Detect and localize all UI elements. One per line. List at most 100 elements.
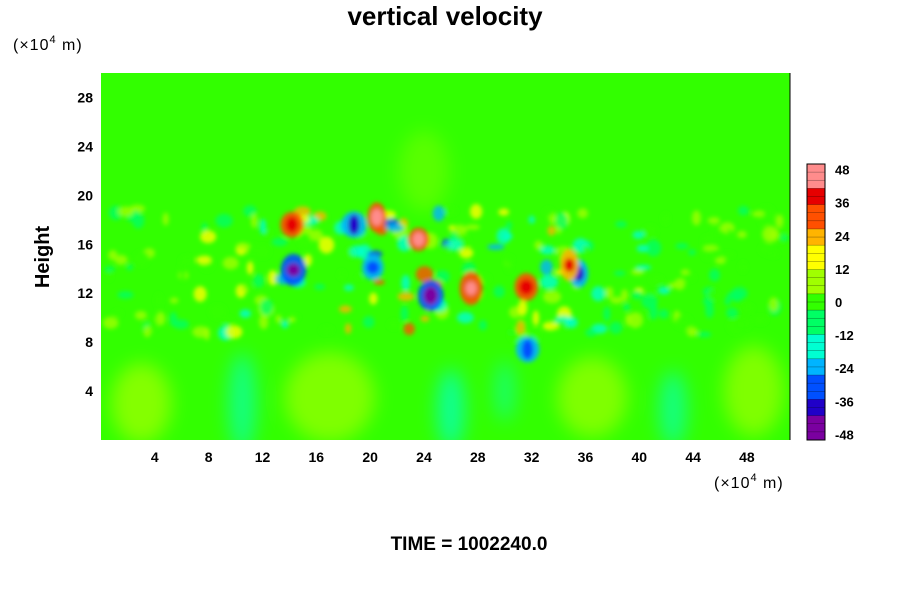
field-cell <box>577 208 589 219</box>
field-feature-core <box>371 209 383 226</box>
x-tick-label: 20 <box>362 449 378 465</box>
field-cell <box>493 285 505 298</box>
colorbar-segment <box>807 391 825 400</box>
field-cell <box>196 255 212 265</box>
field-cell <box>739 261 747 273</box>
colorbar-segment <box>807 180 825 189</box>
colorbar-segment <box>807 196 825 205</box>
field-cell <box>369 292 378 305</box>
colorbar-segment <box>807 358 825 368</box>
y-tick-label: 16 <box>77 236 93 252</box>
field-cell <box>635 264 652 271</box>
colorbar-tick-label: 12 <box>835 262 849 277</box>
field-cell <box>442 207 458 215</box>
field-cell <box>657 286 671 295</box>
field-cell <box>742 304 755 312</box>
field-feature-core <box>285 217 299 233</box>
colorbar-segment <box>807 407 825 416</box>
field-cell <box>288 314 300 321</box>
field-cell <box>267 270 278 286</box>
field-cell <box>126 215 136 222</box>
field-cell <box>169 297 179 304</box>
y-axis-unit: (×104 m) <box>13 34 83 54</box>
field-cell <box>179 255 195 266</box>
field-cell <box>674 278 686 290</box>
colorbar-segment <box>807 310 825 319</box>
field-cell <box>585 328 597 337</box>
field-cell <box>449 232 458 239</box>
y-tick-label: 8 <box>85 334 93 350</box>
x-tick-label: 12 <box>255 449 271 465</box>
colorbar-tick-label: -24 <box>835 361 855 376</box>
field-cell <box>104 266 115 273</box>
field-cell <box>498 208 510 216</box>
field-cell <box>724 296 731 306</box>
field-cell <box>628 312 643 329</box>
field-cell <box>661 212 670 225</box>
x-axis-ticks: 4 8 12 16 20 24 28 32 36 40 44 48 <box>151 449 755 465</box>
field-cell <box>143 325 152 338</box>
field-cell <box>114 254 128 265</box>
field-cell <box>707 217 721 225</box>
colorbar-segment <box>807 350 825 360</box>
x-tick-label: 8 <box>205 449 213 465</box>
field-background-patch <box>723 346 784 437</box>
y-tick-label: 4 <box>85 383 93 399</box>
field-cell <box>281 320 289 329</box>
field-background-patch <box>111 363 172 440</box>
field-cell <box>591 286 606 302</box>
field-cell <box>615 220 627 228</box>
x-tick-label: 40 <box>631 449 647 465</box>
field-cell <box>505 256 513 273</box>
field-cell <box>705 302 714 319</box>
field-cell <box>314 283 326 290</box>
field-cell <box>338 305 352 313</box>
colorbar-segment <box>807 366 825 376</box>
colorbar-tick-label: -12 <box>835 328 854 343</box>
field-cell <box>540 259 553 276</box>
field-cell <box>456 312 474 324</box>
field-cell <box>362 316 375 328</box>
field-cell <box>631 268 644 276</box>
field-cell <box>649 275 664 285</box>
field-feature-core <box>521 339 534 360</box>
field-cell <box>753 315 768 325</box>
field-cell <box>620 289 629 302</box>
colorbar-segment <box>807 326 825 335</box>
field-cell <box>543 208 554 217</box>
field-cell <box>239 309 252 318</box>
field-background-patch <box>398 130 449 211</box>
colorbar-segment <box>807 220 825 230</box>
field-cell <box>318 236 335 254</box>
colorbar-segment <box>807 228 825 238</box>
field-cell <box>355 274 364 280</box>
field-feature-core <box>519 279 534 295</box>
field-cell <box>691 210 701 226</box>
field-cell <box>686 326 698 337</box>
field-cell <box>767 250 780 258</box>
field-cell <box>681 273 696 282</box>
field-cell <box>415 266 434 283</box>
field-cell <box>470 204 483 219</box>
field-cell <box>200 230 217 244</box>
field-cell <box>645 239 662 257</box>
field-feature-core <box>412 232 425 247</box>
field-cell <box>435 270 450 283</box>
field-feature-core <box>564 258 575 272</box>
field-cell <box>320 325 334 335</box>
field-cell <box>155 293 163 309</box>
field-cell <box>708 268 721 282</box>
field-layer-soft <box>111 130 784 440</box>
field-cell <box>540 274 559 290</box>
field-cell <box>542 321 559 331</box>
colorbar-segment <box>807 172 825 181</box>
field-cell <box>105 269 113 281</box>
field-cell <box>714 256 726 265</box>
y-tick-label: 28 <box>77 89 93 105</box>
colorbar-segment <box>807 277 825 287</box>
colorbar-frame <box>806 163 826 441</box>
colorbar-tick-label: 48 <box>835 163 849 178</box>
field-cell <box>701 235 717 247</box>
field-cell <box>478 320 488 331</box>
field-cell <box>539 245 556 255</box>
